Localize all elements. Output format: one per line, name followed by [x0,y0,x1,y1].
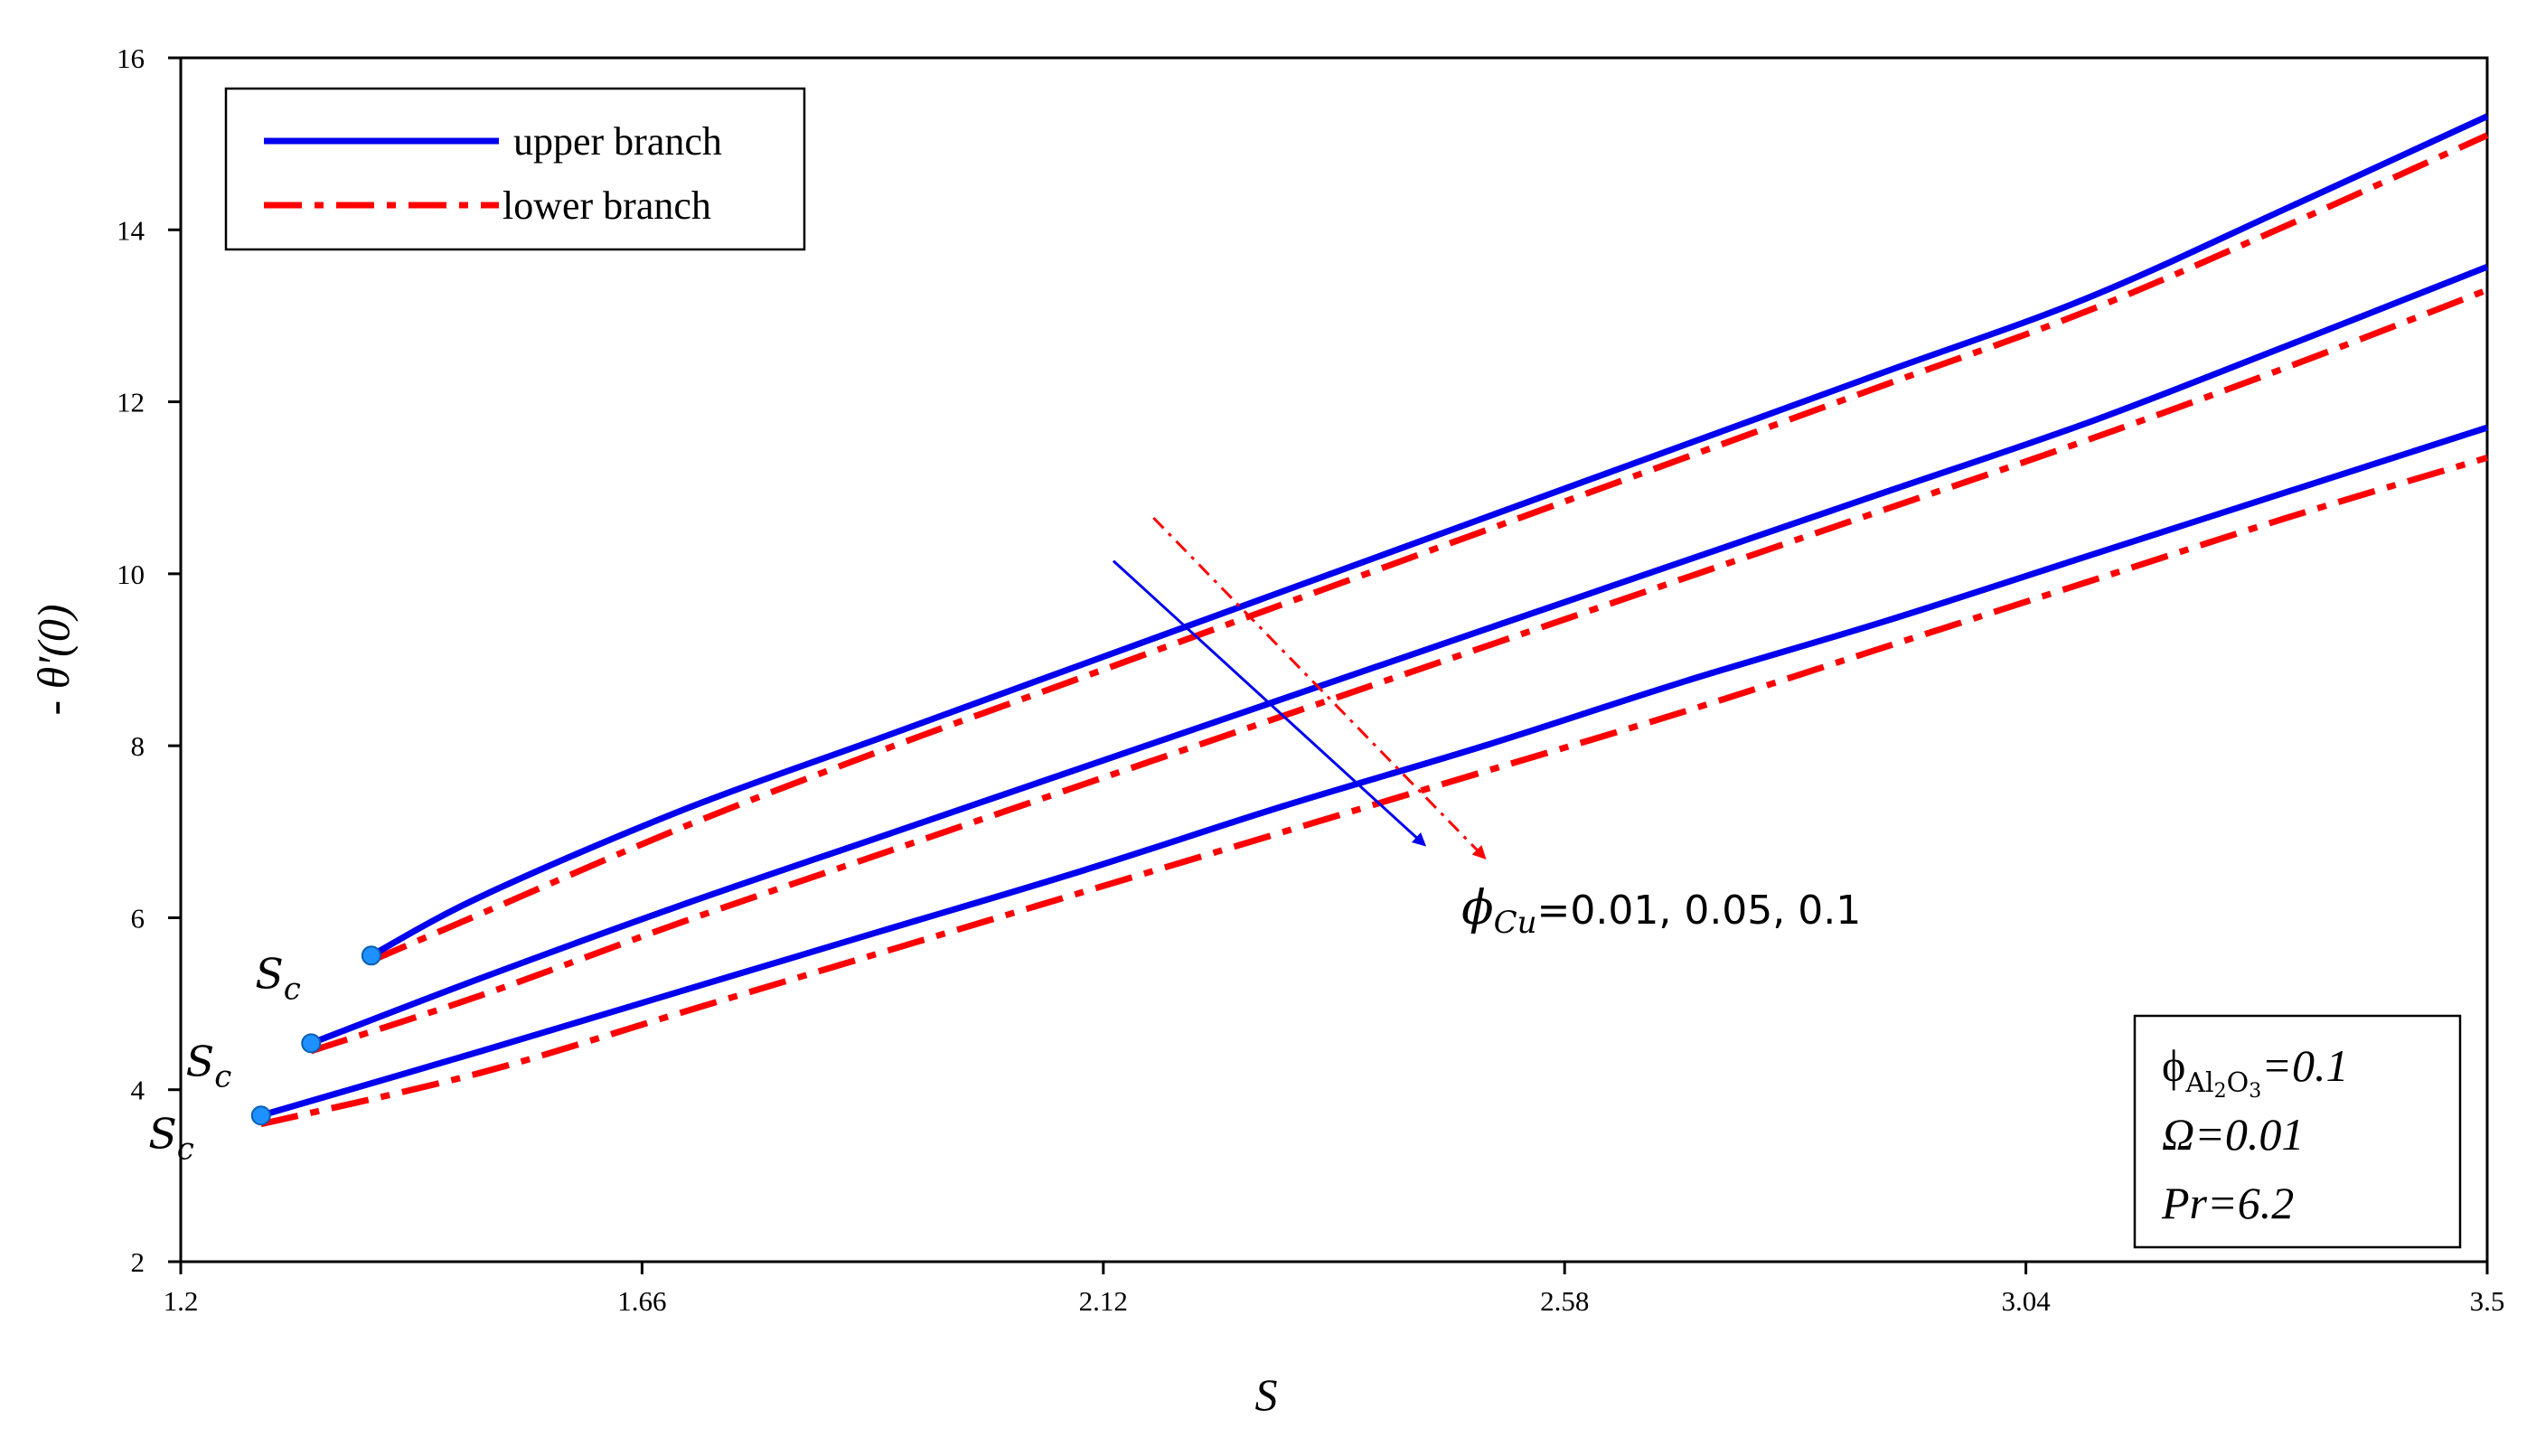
y-tick-label: 10 [117,559,145,590]
legend-label-upper: upper branch [513,119,722,164]
legend-label-lower: lower branch [503,183,711,228]
series-line-upper [370,113,2489,959]
y-tick-label: 14 [117,214,146,246]
param-pr: Pr=6.2 [2161,1178,2294,1228]
phi-cu-label: ϕCu=0.01, 0.05, 0.1 [1461,881,1861,941]
critical-point-marker [250,1105,271,1126]
series-line-upper [259,424,2489,1119]
annotations-group: Sc Sc Sc ϕCu=0.01, 0.05, 0.1 [148,516,1861,1167]
critical-point-label: Sc [186,1037,232,1094]
legend-box [224,87,806,251]
x-tick-label: 1.2 [164,1285,199,1317]
trend-arrow-upper [1112,559,1427,847]
param-phi-al2o3: ϕAl2O3=0.1 [2162,1040,2348,1103]
axes: 1.2 1.66 2.12 2.58 3.04 3.5 2 4 6 8 10 12 14 16 S - θ′(… [28,42,2504,1420]
y-axis-title: - θ′(0) [28,605,79,716]
x-tick-label: 2.58 [1540,1285,1589,1317]
param-phi-sub-2: 2 [2214,1080,2227,1103]
param-omega: Ω=0.01 [2162,1109,2304,1160]
series-line-upper [309,263,2489,1047]
legend: upper branch lower branch [224,87,806,251]
y-tick-label: 2 [131,1246,146,1278]
parameter-box: ϕAl2O3=0.1 Ω=0.01 Pr=6.2 [2133,1014,2462,1249]
plot-frame [179,56,2489,1263]
critical-point-label: Sc [148,1109,194,1167]
trend-arrow-lower [1152,516,1487,860]
param-phi-sub-al: Al [2184,1067,2213,1099]
series-line-lower [310,287,2489,1055]
critical-point-marker [301,1033,322,1054]
critical-point-marker [361,945,381,966]
param-phi-symbol: ϕ [2162,1040,2185,1091]
param-phi-value: =0.1 [2261,1040,2348,1091]
critical-point-label: Sc [255,949,301,1007]
x-tick-label: 2.12 [1079,1285,1128,1317]
param-phi-sub-3: 3 [2249,1080,2261,1103]
y-tick-label: 8 [131,730,146,762]
x-tick-label: 1.66 [617,1285,666,1317]
x-tick-label: 3.5 [2470,1285,2505,1317]
parameter-box-frame [2133,1014,2462,1249]
series-line-lower [259,455,2489,1128]
y-tick-label: 12 [117,387,145,418]
param-phi-sub-o: O [2227,1067,2250,1099]
x-axis-title: S [1255,1369,1278,1420]
y-tick-label: 16 [117,42,145,74]
y-tick-label: 6 [131,902,146,934]
series-group [259,113,2489,1128]
series-line-lower [370,132,2489,964]
y-tick-label: 4 [131,1075,146,1106]
x-tick-label: 3.04 [2001,1285,2051,1317]
